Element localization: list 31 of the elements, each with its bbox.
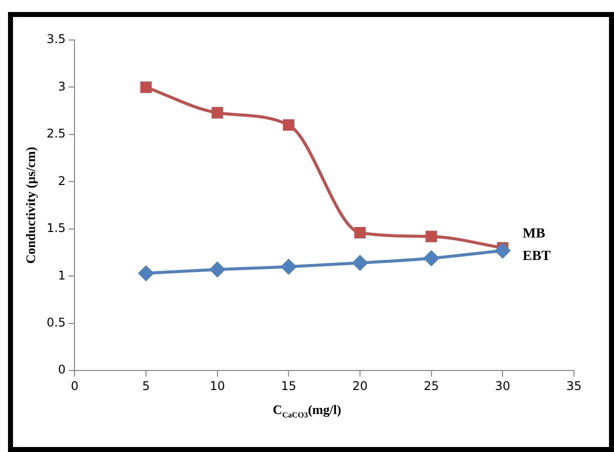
x-tick-label: 25 bbox=[424, 378, 439, 393]
y-tick-label: 3.5 bbox=[46, 32, 66, 46]
point bbox=[212, 106, 224, 118]
x-tick-label: 0 bbox=[70, 378, 79, 393]
series-label: MB bbox=[522, 226, 546, 242]
x-axis-title: C$_{CaCO3}$(mg/l) bbox=[272, 402, 342, 420]
point bbox=[281, 259, 296, 274]
y-tick-label: 1 bbox=[58, 268, 66, 282]
y-tick-label: 0.5 bbox=[46, 315, 66, 330]
x-tick-label: 35 bbox=[566, 378, 582, 393]
x-tick-label: 20 bbox=[352, 378, 368, 393]
series-label: EBT bbox=[522, 249, 552, 264]
point bbox=[138, 266, 154, 281]
x-tick-label: 15 bbox=[281, 378, 296, 393]
point bbox=[495, 243, 510, 258]
point bbox=[424, 250, 439, 266]
point bbox=[352, 255, 368, 270]
y-tick-label: 3 bbox=[58, 79, 66, 94]
point bbox=[354, 226, 366, 238]
point bbox=[210, 262, 225, 278]
y-tick-label: 0 bbox=[58, 362, 66, 377]
point bbox=[426, 230, 438, 242]
point bbox=[282, 119, 294, 131]
x-tick-label: 30 bbox=[495, 378, 510, 393]
y-tick-label: 2.5 bbox=[46, 126, 66, 141]
x-tick-label: 5 bbox=[142, 378, 150, 393]
y-tick-label: 2 bbox=[58, 174, 66, 188]
y-tick-label: 1.5 bbox=[46, 221, 66, 236]
point bbox=[140, 81, 152, 93]
y-axis-title: Conductivity (µs/cm) bbox=[23, 146, 38, 264]
x-tick-label: 10 bbox=[210, 378, 225, 393]
